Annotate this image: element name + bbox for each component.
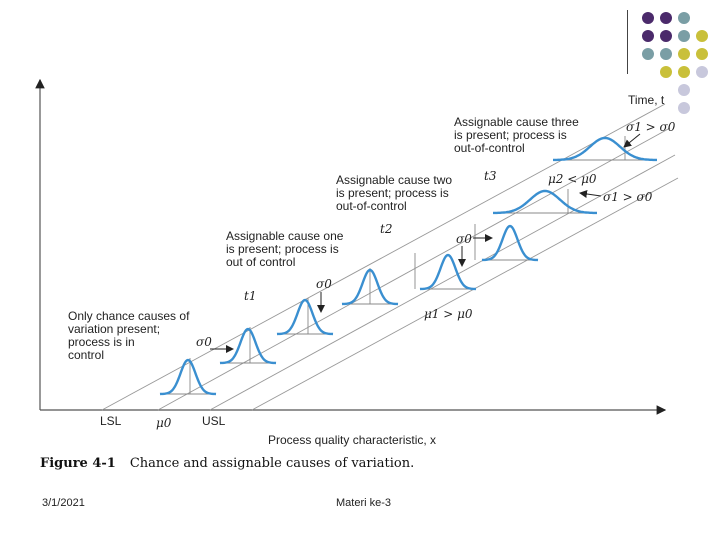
bell-curve: [341, 268, 399, 306]
mu2-label: μ2 < μ0: [548, 172, 597, 186]
deco-dot: [678, 102, 690, 114]
cause-two-note: Assignable cause two is present; process…: [336, 173, 455, 213]
figure-title: Chance and assignable causes of variatio…: [129, 456, 415, 471]
t1-label: t1: [244, 289, 256, 303]
time-line: [209, 154, 676, 411]
sigma1-label: σ1 > σ0: [626, 120, 676, 134]
sigma1-arrow: [579, 190, 602, 198]
sigma0-label: σ0: [316, 277, 332, 291]
x-axis-label: Process quality characteristic, x: [268, 433, 436, 447]
bell-curve: [219, 327, 277, 365]
deco-dot: [660, 30, 672, 42]
sigma0-label: σ0: [196, 335, 212, 349]
deco-dot: [660, 12, 672, 24]
deco-dot: [696, 30, 708, 42]
bell-curve: [419, 253, 477, 291]
bell-curve: [481, 224, 539, 262]
lsl-label: LSL: [100, 414, 122, 428]
mu0-label: μ0: [156, 416, 172, 430]
sigma1-label: σ1 > σ0: [603, 190, 653, 204]
figure-number: Figure 4-1: [40, 456, 116, 471]
cause-three-note: Assignable cause three is present; proce…: [454, 115, 582, 155]
time-lines: [101, 103, 679, 411]
bell-curve: [493, 189, 597, 215]
deco-dot: [678, 30, 690, 42]
chance-causes-note: Only chance causes of variation present;…: [68, 309, 193, 362]
footer-title: Materi ke-3: [336, 497, 392, 509]
time-line: [101, 103, 666, 411]
footer-date: 3/1/2021: [42, 497, 85, 509]
figure-caption: Figure 4-1 Chance and assignable causes o…: [40, 456, 414, 471]
annotation-arrows: [210, 133, 641, 353]
deco-dot: [678, 12, 690, 24]
decorative-divider: [627, 10, 628, 74]
mu1-label: μ1 > μ0: [424, 307, 473, 321]
time-line: [251, 177, 679, 411]
sigma1-arrow: [623, 133, 641, 148]
bell-curves: [159, 136, 657, 396]
deco-dot: [642, 30, 654, 42]
deco-dot: [642, 12, 654, 24]
time-axis-label: Time, t: [628, 93, 665, 107]
deco-dot: [642, 48, 654, 60]
usl-label: USL: [202, 414, 226, 428]
time-line: [157, 127, 671, 411]
bell-curve: [276, 298, 334, 336]
deco-dot: [678, 48, 690, 60]
deco-dot: [678, 66, 690, 78]
cause-one-note: Assignable cause one is present; process…: [226, 229, 347, 269]
deco-dot: [696, 66, 708, 78]
deco-dot: [678, 84, 690, 96]
sigma0-label: σ0: [456, 232, 472, 246]
t2-label: t2: [380, 222, 392, 236]
deco-dot: [660, 66, 672, 78]
deco-dot: [696, 48, 708, 60]
bell-curve: [159, 358, 217, 396]
bell-curve: [553, 136, 657, 162]
t3-label: t3: [484, 169, 497, 183]
deco-dot: [660, 48, 672, 60]
